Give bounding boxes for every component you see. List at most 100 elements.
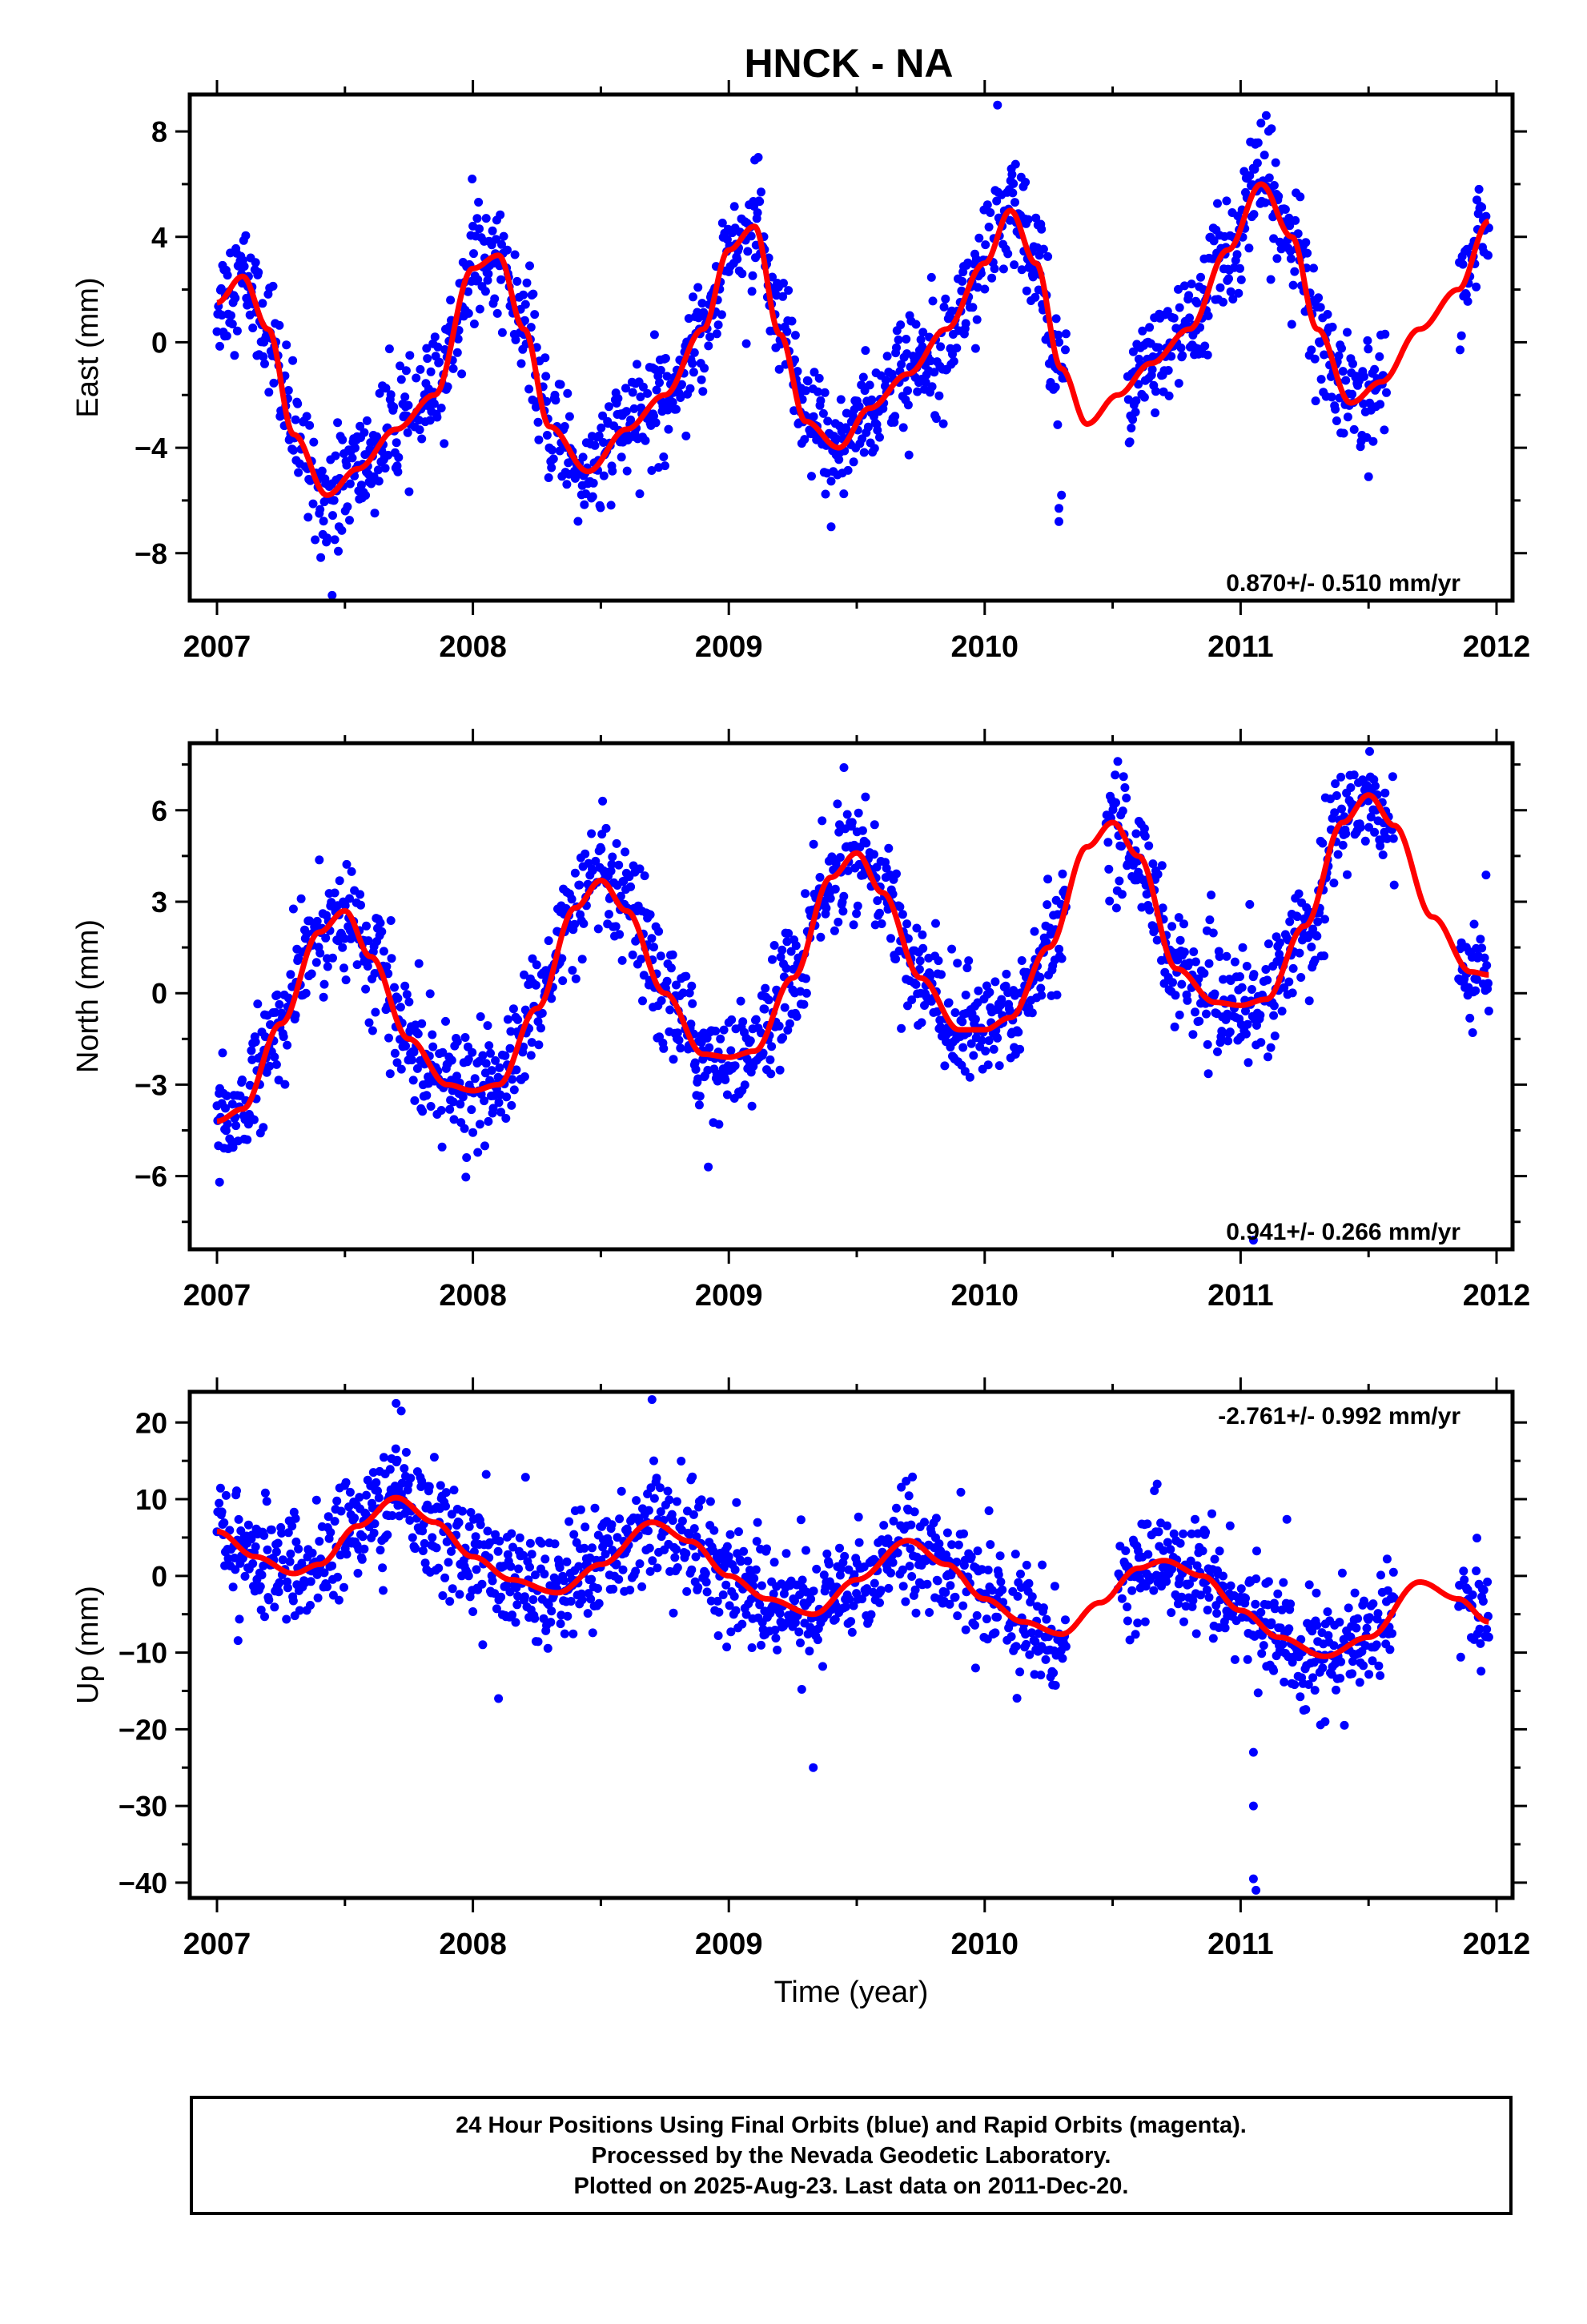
footer-line-1: 24 Hour Positions Using Final Orbits (bl… — [456, 2112, 1247, 2138]
data-point — [952, 344, 962, 353]
data-point — [212, 327, 222, 336]
data-point — [800, 435, 810, 444]
data-point — [1225, 1027, 1235, 1037]
data-point — [1476, 935, 1485, 944]
data-point — [1304, 996, 1314, 1006]
data-point — [361, 491, 371, 500]
data-point — [835, 853, 845, 862]
data-point — [1122, 794, 1131, 802]
data-point — [722, 1090, 732, 1100]
data-point — [1006, 1632, 1016, 1642]
data-point — [1175, 935, 1185, 945]
data-point — [1304, 1680, 1313, 1689]
data-point — [1388, 1629, 1396, 1638]
data-point — [1472, 1566, 1481, 1576]
data-point — [1202, 1009, 1211, 1019]
data-point — [525, 261, 534, 271]
data-point — [1169, 1529, 1179, 1538]
data-point — [614, 1574, 624, 1584]
data-point — [945, 1599, 954, 1609]
data-point — [546, 1618, 556, 1627]
data-point — [358, 1532, 368, 1542]
data-point — [1149, 1586, 1159, 1595]
data-point — [673, 1563, 682, 1572]
data-point — [528, 1595, 538, 1604]
data-point — [931, 414, 941, 424]
data-point — [520, 1592, 529, 1602]
data-point — [677, 1516, 687, 1526]
data-point — [626, 415, 636, 424]
data-point — [914, 964, 924, 974]
data-point-outlier — [1248, 1801, 1258, 1811]
data-point — [1332, 791, 1341, 800]
data-point — [1348, 1669, 1357, 1679]
data-point — [812, 1564, 822, 1574]
data-point — [506, 1027, 516, 1036]
data-point — [1286, 254, 1296, 263]
data-point — [305, 420, 315, 430]
data-point — [778, 1033, 788, 1043]
data-point-outlier — [494, 1694, 504, 1703]
data-point — [1468, 1028, 1477, 1037]
data-point — [849, 1601, 858, 1610]
data-point — [569, 1629, 578, 1638]
data-point — [688, 999, 697, 1008]
data-point — [802, 974, 810, 983]
data-point — [893, 1548, 902, 1558]
data-point — [273, 1538, 283, 1548]
data-point — [588, 1543, 597, 1553]
data-point — [445, 1597, 455, 1606]
data-point — [1011, 1642, 1021, 1651]
data-point — [918, 930, 927, 939]
data-point — [1167, 922, 1177, 931]
data-point — [1151, 387, 1160, 396]
data-point — [892, 343, 901, 352]
data-point — [540, 1570, 549, 1578]
data-point — [1269, 1666, 1279, 1675]
data-point — [272, 990, 282, 999]
data-point — [830, 884, 840, 894]
data-point — [638, 382, 648, 392]
data-point — [491, 1055, 500, 1065]
data-point — [824, 1559, 834, 1569]
data-point — [477, 1579, 487, 1589]
data-point — [370, 509, 380, 518]
data-point — [586, 1594, 596, 1604]
data-point — [614, 860, 624, 870]
data-point — [1483, 1577, 1493, 1586]
data-point — [540, 1554, 550, 1564]
data-point — [774, 1021, 784, 1031]
data-point — [681, 1549, 691, 1558]
data-point — [392, 438, 401, 448]
data-point — [568, 966, 577, 975]
data-point — [972, 315, 982, 324]
data-point — [392, 1058, 402, 1068]
data-point — [839, 489, 849, 499]
data-point — [1189, 947, 1199, 956]
data-point — [1157, 861, 1167, 870]
data-point — [774, 364, 784, 374]
data-point — [571, 974, 581, 983]
data-points — [212, 100, 1493, 600]
data-point — [747, 1643, 757, 1652]
data-point — [288, 445, 298, 455]
data-point — [520, 1072, 529, 1081]
data-point — [388, 1511, 397, 1520]
data-point — [520, 970, 528, 979]
data-point — [1336, 772, 1346, 782]
data-point — [1140, 831, 1150, 841]
data-point — [796, 1515, 806, 1525]
data-point — [502, 1092, 512, 1102]
data-point — [760, 1004, 769, 1014]
data-point — [1145, 323, 1155, 332]
data-point — [1303, 248, 1312, 258]
data-point — [1125, 1635, 1135, 1645]
data-point — [815, 873, 825, 882]
data-point — [525, 1538, 535, 1548]
data-point — [1055, 944, 1064, 954]
data-point — [1380, 425, 1389, 435]
data-point — [1187, 279, 1196, 289]
data-point — [223, 1119, 232, 1128]
data-point — [330, 535, 339, 545]
